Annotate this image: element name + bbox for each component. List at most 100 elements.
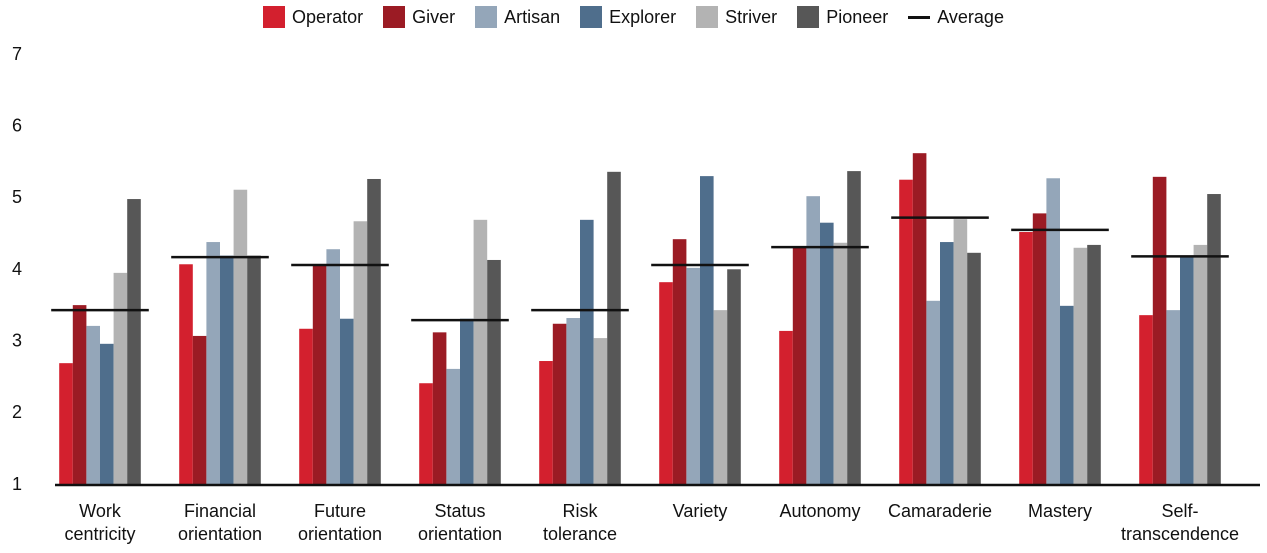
legend-item: Pioneer [797,6,888,28]
bar [299,328,313,485]
bar [233,189,248,485]
bar [432,332,447,485]
x-tick-label: Self- transcendence [1120,501,1240,544]
legend-swatch [696,6,719,28]
bar [1193,244,1208,485]
legend-item: Artisan [475,6,560,28]
bar [72,305,87,485]
bar [59,363,73,485]
x-tick-label: Camaraderie [887,501,993,521]
bar [1032,213,1047,485]
legend-item: Average [908,6,1004,28]
bar [312,265,327,485]
y-tick-label: 5 [12,187,22,207]
bar [247,255,261,485]
legend-swatch [383,6,406,28]
bar [926,300,940,485]
bar [700,176,714,485]
bar [713,310,728,485]
bar [326,249,340,485]
y-tick-label: 4 [12,259,22,279]
bar [487,259,501,485]
bar [686,267,700,485]
bar [1073,247,1088,485]
bar [179,264,193,485]
bar [127,199,141,486]
bar [1166,310,1180,485]
bar [86,325,100,485]
bar [1152,176,1167,486]
bar [792,247,807,485]
legend-swatch [797,6,820,28]
bar [220,255,234,485]
bar [1139,315,1153,485]
bar [353,221,368,485]
bar [113,272,128,485]
bar [539,361,553,485]
legend-label: Explorer [609,6,677,27]
bar [460,318,474,485]
bar [1207,194,1221,486]
bar [847,171,861,485]
bar [552,323,567,485]
y-tick-label: 2 [12,402,22,422]
legend: Operator Giver Artisan Explorer Striver Pione… [0,6,1267,28]
legend-label: Average [937,6,1004,27]
legend-label: Striver [725,6,778,27]
legend-item: Striver [696,6,777,28]
legend-item: Operator [263,6,363,28]
bar [206,242,220,485]
x-tick-label: Future orientation [297,501,383,544]
bar [446,368,460,485]
bar [607,171,621,486]
bar [1180,257,1194,485]
bar [779,330,793,485]
bar [473,219,488,486]
x-tick-label: Status orientation [417,501,503,544]
bar [820,222,834,485]
legend-label: Pioneer [826,6,889,27]
bar [580,219,594,486]
bar [833,242,848,485]
legend-swatch [908,15,931,19]
x-tick-label: Mastery [1027,501,1092,521]
bar [672,239,687,485]
legend-label: Artisan [504,6,561,27]
bar [940,242,954,485]
y-tick-label: 7 [12,44,22,64]
bar [1046,178,1060,485]
bar [1019,232,1033,485]
bar [419,383,433,485]
bar [1060,305,1074,485]
legend-item: Explorer [580,6,676,28]
y-tick-label: 3 [12,330,22,350]
x-tick-label: Work centricity [64,501,136,544]
bar [806,196,820,485]
y-tick-label: 1 [12,474,22,494]
legend-swatch [475,6,498,28]
legend-swatch [580,6,603,28]
bar [367,178,381,485]
bar [727,269,741,485]
bar [659,282,673,485]
bar [100,343,114,485]
legend-label: Operator [292,6,364,27]
bar [953,219,968,485]
bar [340,318,354,485]
y-tick-label: 6 [12,115,22,135]
bar [912,153,927,485]
bar [1087,244,1101,485]
x-tick-label: Financial orientation [177,501,263,544]
x-tick-label: Variety [672,501,728,521]
x-tick-label: Risk tolerance [542,501,618,544]
legend-swatch [263,6,286,28]
legend-item: Giver [383,6,455,28]
bar [967,252,981,485]
legend-label: Giver [412,6,456,27]
x-tick-label: Autonomy [779,501,861,521]
bar [593,338,608,485]
bar [566,318,580,485]
bar [192,335,207,485]
